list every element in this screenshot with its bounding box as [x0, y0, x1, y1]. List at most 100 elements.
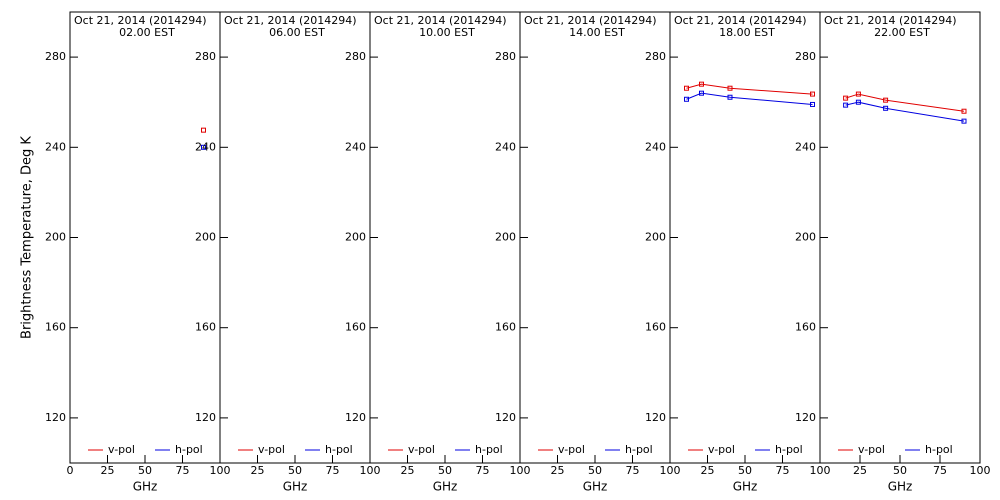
panel-subtitle: 02.00 EST [119, 26, 175, 39]
data-marker [883, 97, 889, 103]
y-tick-label: 280 [195, 50, 216, 63]
y-tick-label: 200 [345, 231, 366, 244]
x-tick-label: 75 [176, 464, 190, 477]
data-marker [855, 91, 861, 97]
data-marker [843, 102, 849, 108]
y-tick-label: 160 [645, 321, 666, 334]
legend-label: v-pol [708, 443, 735, 456]
legend-label: h-pol [325, 443, 353, 456]
y-tick-label: 120 [195, 411, 216, 424]
panel-title: Oct 21, 2014 (2014294) [374, 14, 507, 27]
x-tick-label: 25 [701, 464, 715, 477]
data-marker [727, 85, 733, 91]
y-tick-label: 120 [645, 411, 666, 424]
y-tick-label: 200 [45, 231, 66, 244]
y-tick-label: 280 [645, 50, 666, 63]
x-tick-label: 25 [853, 464, 867, 477]
x-tick-label: 25 [401, 464, 415, 477]
legend-label: v-pol [558, 443, 585, 456]
y-tick-label: 120 [495, 411, 516, 424]
data-marker [699, 81, 704, 87]
x-tick-label: 50 [893, 464, 907, 477]
series-line [686, 92, 813, 105]
y-tick-label: 160 [345, 321, 366, 334]
x-tick-label: 25 [101, 464, 115, 477]
x-axis-label: GHz [733, 480, 758, 494]
y-tick-label: 200 [195, 231, 216, 244]
panel-subtitle: 14.00 EST [569, 26, 625, 39]
y-tick-label: 200 [495, 231, 516, 244]
series-line [845, 93, 965, 112]
x-axis-label: GHz [583, 480, 608, 494]
y-tick-label: 280 [345, 50, 366, 63]
x-tick-label: 50 [738, 464, 752, 477]
panel-subtitle: 06.00 EST [269, 26, 325, 39]
y-axis-label: Brightness Temperature, Deg K [20, 136, 35, 339]
data-marker [201, 127, 206, 133]
panel-title: Oct 21, 2014 (2014294) [824, 14, 957, 27]
y-tick-label: 240 [195, 140, 216, 153]
data-marker [961, 108, 967, 114]
x-axis-label: GHz [283, 480, 308, 494]
x-tick-label: 100 [210, 464, 231, 477]
legend-label: h-pol [775, 443, 803, 456]
x-tick-label: 100 [810, 464, 831, 477]
x-tick-label: 100 [510, 464, 531, 477]
x-tick-label: 75 [933, 464, 947, 477]
y-tick-label: 120 [45, 411, 66, 424]
x-axis-label: GHz [888, 480, 913, 494]
x-tick-label: 25 [551, 464, 565, 477]
panel-subtitle: 10.00 EST [419, 26, 475, 39]
y-tick-label: 120 [795, 411, 816, 424]
x-tick-label: 75 [326, 464, 340, 477]
panel-title: Oct 21, 2014 (2014294) [674, 14, 807, 27]
panel-title: Oct 21, 2014 (2014294) [524, 14, 657, 27]
x-tick-label: 75 [476, 464, 490, 477]
y-tick-label: 160 [495, 321, 516, 334]
legend-label: v-pol [408, 443, 435, 456]
x-tick-label: 100 [660, 464, 681, 477]
plot-frame [819, 11, 981, 464]
data-marker [843, 95, 849, 101]
y-tick-label: 280 [495, 50, 516, 63]
x-tick-label: 50 [288, 464, 302, 477]
legend-label: v-pol [258, 443, 285, 456]
data-marker [961, 118, 967, 124]
y-tick-label: 240 [495, 140, 516, 153]
x-tick-label: 75 [626, 464, 640, 477]
legend-label: h-pol [625, 443, 653, 456]
panel-subtitle: 18.00 EST [719, 26, 775, 39]
x-tick-label: 100 [970, 464, 991, 477]
y-tick-label: 200 [645, 231, 666, 244]
data-marker [810, 101, 815, 107]
data-marker [201, 144, 206, 150]
x-tick-label: 0 [67, 464, 74, 477]
y-tick-label: 240 [795, 140, 816, 153]
data-marker [883, 105, 889, 111]
legend-label: h-pol [925, 443, 953, 456]
data-marker [684, 96, 689, 102]
legend-label: h-pol [175, 443, 203, 456]
y-tick-label: 160 [195, 321, 216, 334]
y-tick-label: 120 [345, 411, 366, 424]
legend-label: v-pol [858, 443, 885, 456]
x-tick-label: 25 [251, 464, 265, 477]
x-axis-label: GHz [133, 480, 158, 494]
y-tick-label: 280 [795, 50, 816, 63]
x-tick-label: 50 [138, 464, 152, 477]
x-tick-label: 50 [588, 464, 602, 477]
data-marker [727, 94, 733, 100]
y-tick-label: 240 [345, 140, 366, 153]
data-marker [855, 99, 861, 105]
data-marker [810, 91, 815, 97]
legend-label: v-pol [108, 443, 135, 456]
x-tick-label: 100 [360, 464, 381, 477]
y-tick-label: 240 [645, 140, 666, 153]
legend-label: h-pol [475, 443, 503, 456]
panel-subtitle: 22.00 EST [874, 26, 930, 39]
x-axis-label: GHz [433, 480, 458, 494]
y-tick-label: 280 [45, 50, 66, 63]
y-tick-label: 200 [795, 231, 816, 244]
x-tick-label: 75 [776, 464, 790, 477]
